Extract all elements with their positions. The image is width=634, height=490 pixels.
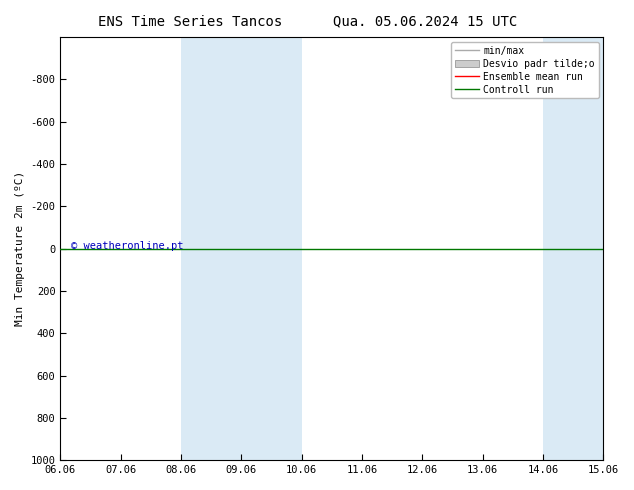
Text: ENS Time Series Tancos: ENS Time Series Tancos [98, 15, 282, 29]
Y-axis label: Min Temperature 2m (ºC): Min Temperature 2m (ºC) [15, 171, 25, 326]
Legend: min/max, Desvio padr tilde;o, Ensemble mean run, Controll run: min/max, Desvio padr tilde;o, Ensemble m… [451, 42, 598, 98]
Bar [242, 37, 302, 460]
Bar [543, 37, 604, 460]
Text: Qua. 05.06.2024 15 UTC: Qua. 05.06.2024 15 UTC [333, 15, 517, 29]
Bar [181, 37, 242, 460]
Text: © weatheronline.pt: © weatheronline.pt [71, 242, 184, 251]
